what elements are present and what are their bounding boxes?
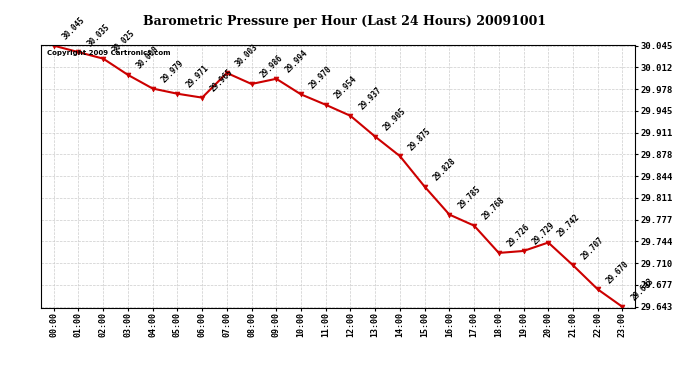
Text: 29.937: 29.937 <box>357 86 384 112</box>
Text: 29.785: 29.785 <box>456 184 482 210</box>
Text: 29.726: 29.726 <box>506 223 532 249</box>
Text: 30.045: 30.045 <box>61 15 87 42</box>
Text: 29.970: 29.970 <box>308 64 334 90</box>
Text: 29.954: 29.954 <box>333 75 359 100</box>
Text: 29.670: 29.670 <box>604 259 631 285</box>
Text: 29.965: 29.965 <box>209 68 235 93</box>
Text: 29.742: 29.742 <box>555 212 581 238</box>
Text: 30.025: 30.025 <box>110 28 136 54</box>
Text: Barometric Pressure per Hour (Last 24 Hours) 20091001: Barometric Pressure per Hour (Last 24 Ho… <box>144 15 546 28</box>
Text: 30.035: 30.035 <box>86 22 111 48</box>
Text: 29.768: 29.768 <box>481 195 507 222</box>
Text: 29.979: 29.979 <box>159 58 186 84</box>
Text: 29.986: 29.986 <box>259 54 284 80</box>
Text: 29.707: 29.707 <box>580 235 606 261</box>
Text: 29.729: 29.729 <box>531 221 556 247</box>
Text: 29.828: 29.828 <box>431 156 457 183</box>
Text: 30.003: 30.003 <box>234 43 259 69</box>
Text: 30.000: 30.000 <box>135 45 161 71</box>
Text: 29.875: 29.875 <box>407 126 433 152</box>
Text: Copyright 2009 Cartronics.com: Copyright 2009 Cartronics.com <box>48 50 171 56</box>
Text: 29.643: 29.643 <box>629 277 655 303</box>
Text: 29.971: 29.971 <box>184 64 210 90</box>
Text: 29.994: 29.994 <box>283 49 309 75</box>
Text: 29.905: 29.905 <box>382 106 408 132</box>
